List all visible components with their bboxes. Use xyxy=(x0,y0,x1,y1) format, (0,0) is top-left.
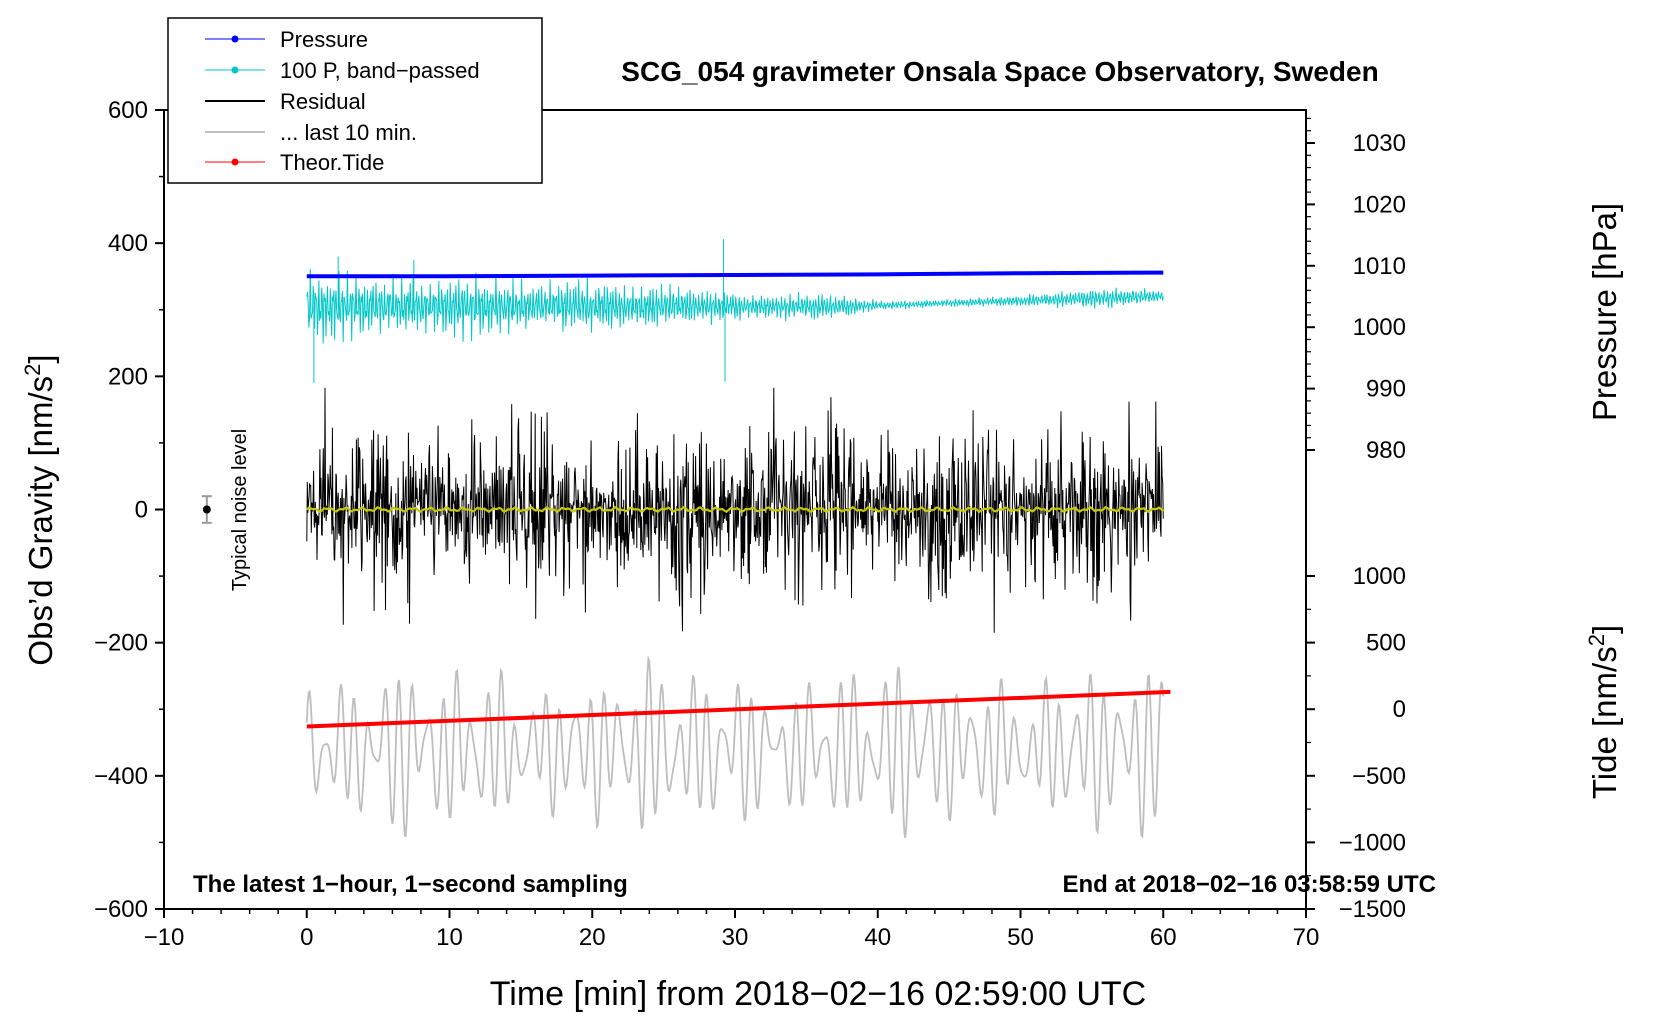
y-axis-label-pressure: Pressure [hPa] xyxy=(1586,203,1623,421)
y-axis-label-tide-text: Tide [nm/s xyxy=(1586,646,1623,799)
legend-label-residual: Residual xyxy=(280,89,366,114)
y-tick-label: −200 xyxy=(94,630,148,657)
axis-layer: −10 0 10 20 30 40 50 60 706004002000−200−400−600… xyxy=(94,97,1406,951)
noise-level-label: Typical noise level xyxy=(229,429,251,591)
y-tick-label: 600 xyxy=(108,97,148,124)
chart-title: SCG_054 gravimeter Onsala Space Observat… xyxy=(621,56,1378,87)
y-tick-label: 0 xyxy=(135,497,148,524)
legend-marker-theor-tide xyxy=(231,158,239,166)
series-line-pressure xyxy=(306,270,1164,279)
y-tick-label: 400 xyxy=(108,230,148,257)
x-tick-label: 60 xyxy=(1150,924,1177,951)
series-layer xyxy=(305,239,1171,839)
x-tick-label: 50 xyxy=(1007,924,1034,951)
tide-tick-label: −500 xyxy=(1352,763,1406,790)
tide-tick-label: 1000 xyxy=(1353,563,1406,590)
y-tick-label: −400 xyxy=(94,763,148,790)
legend-marker-band-passed xyxy=(231,66,239,74)
legend-item-last-10-min: ... last 10 min. xyxy=(205,120,417,145)
noise-dot xyxy=(202,505,211,514)
y-axis-label-tide-sup: 2 xyxy=(1584,634,1609,646)
legend-item-band-passed: 100 P, band−passed xyxy=(205,58,480,83)
x-tick-label: 70 xyxy=(1293,924,1320,951)
tide-tick-label: 500 xyxy=(1366,630,1406,657)
annotation-end-time: End at 2018−02−16 03:58:59 UTC xyxy=(1062,871,1436,898)
tide-tick-label: 0 xyxy=(1393,696,1406,723)
x-tick-label: 30 xyxy=(722,924,749,951)
x-axis-label: Time [min] from 2018−02−16 02:59:00 UTC xyxy=(490,975,1146,1013)
tide-tick-label: −1000 xyxy=(1339,829,1406,856)
series-line-residual-mean xyxy=(306,505,1165,514)
annotation-latest-hour: The latest 1−hour, 1−second sampling xyxy=(193,871,628,898)
pressure-tick-label: 1030 xyxy=(1353,130,1406,157)
y-tick-label: −600 xyxy=(94,896,148,923)
x-tick-label: −10 xyxy=(144,924,185,951)
legend: Pressure 100 P, band−passed Residual ...… xyxy=(167,17,543,184)
legend-label-theor-tide: Theor.Tide xyxy=(280,150,384,175)
legend-item-residual: Residual xyxy=(205,89,366,114)
x-tick-label: 20 xyxy=(579,924,606,951)
series-line-band-passed xyxy=(306,268,1164,344)
series-line-last-10-min xyxy=(305,655,1165,839)
pressure-tick-label: 980 xyxy=(1366,437,1406,464)
legend-marker-pressure xyxy=(231,35,239,43)
pressure-tick-label: 1010 xyxy=(1353,253,1406,280)
y-axis-label-left: Obs’d Gravity [nm/s2] xyxy=(20,354,59,665)
pressure-tick-label: 990 xyxy=(1366,376,1406,403)
y-axis-label-left-text: Obs’d Gravity [nm/s xyxy=(22,376,59,666)
x-tick-label: 0 xyxy=(300,924,313,951)
series-line-theor-tide xyxy=(306,689,1171,729)
tide-tick-label: −1500 xyxy=(1339,896,1406,923)
y-axis-label-tide: Tide [nm/s2] xyxy=(1584,625,1623,799)
pressure-tick-label: 1000 xyxy=(1353,314,1406,341)
legend-item-theor-tide: Theor.Tide xyxy=(205,150,384,175)
legend-item-pressure: Pressure xyxy=(205,27,368,52)
pressure-tick-label: 1020 xyxy=(1353,191,1406,218)
series-line-residual xyxy=(306,387,1164,633)
legend-label-last-10-min: ... last 10 min. xyxy=(280,120,417,145)
noise-level-marker: Typical noise level xyxy=(201,429,251,591)
y-tick-label: 200 xyxy=(108,363,148,390)
x-tick-label: 10 xyxy=(436,924,463,951)
y-axis-label-left-close: ] xyxy=(22,354,59,363)
legend-label-pressure: Pressure xyxy=(280,27,368,52)
legend-label-band-passed: 100 P, band−passed xyxy=(280,58,480,83)
x-tick-label: 40 xyxy=(864,924,891,951)
y-axis-label-tide-close: ] xyxy=(1586,625,1623,634)
y-axis-label-left-sup: 2 xyxy=(20,364,45,376)
